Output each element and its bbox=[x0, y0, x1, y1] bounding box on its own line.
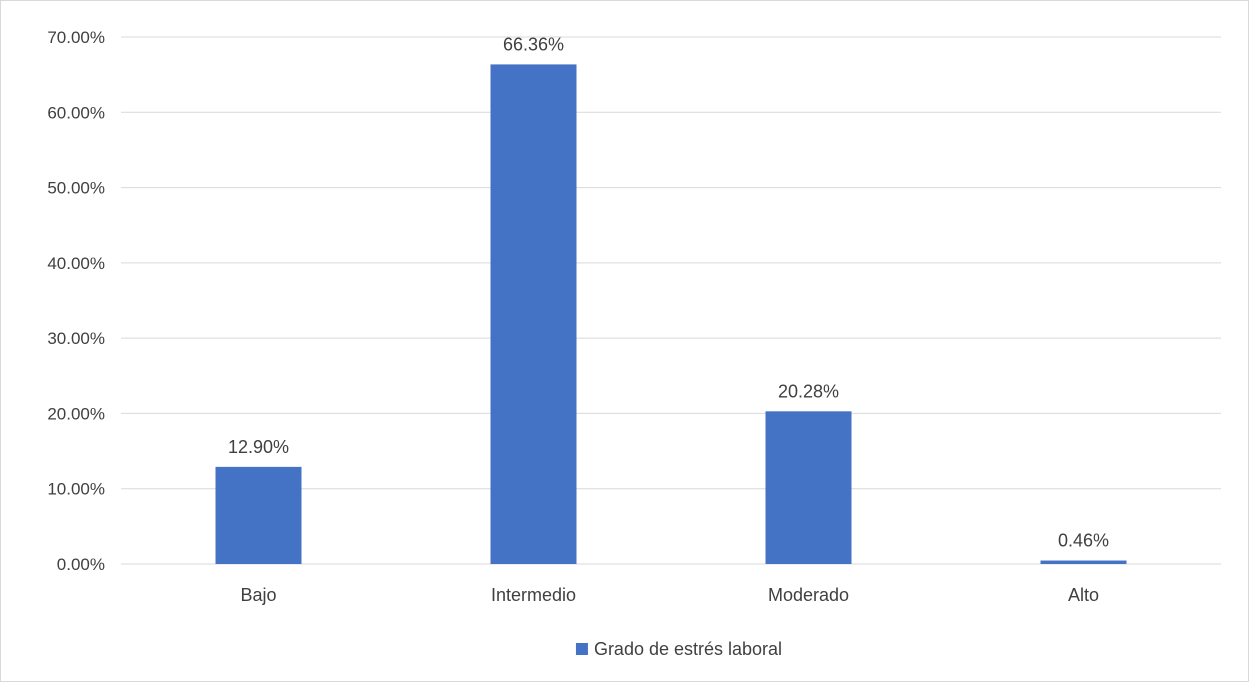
data-label-bajo: 12.90% bbox=[228, 437, 289, 457]
data-label-alto: 0.46% bbox=[1058, 531, 1109, 551]
y-axis-ticks: 0.00% 10.00% 20.00% 30.00% 40.00% 50.00% 60.00… bbox=[47, 28, 105, 574]
category-label-moderado: Moderado bbox=[768, 585, 849, 605]
legend-swatch bbox=[575, 643, 588, 655]
y-tick-label: 50.00% bbox=[47, 179, 105, 198]
category-label-intermedio: Intermedio bbox=[491, 585, 576, 605]
bar-bajo bbox=[215, 466, 302, 564]
legend-label: Grado de estrés laboral bbox=[594, 639, 782, 659]
y-tick-label: 60.00% bbox=[47, 103, 105, 122]
y-tick-label: 30.00% bbox=[47, 329, 105, 348]
y-tick-label: 0.00% bbox=[57, 555, 105, 574]
data-labels: 12.90% 66.36% 20.28% 0.46% bbox=[228, 34, 1109, 550]
bar-moderado bbox=[765, 411, 852, 564]
data-label-moderado: 20.28% bbox=[778, 381, 839, 401]
y-tick-label: 40.00% bbox=[47, 254, 105, 273]
legend: Grado de estrés laboral bbox=[575, 639, 782, 659]
category-label-bajo: Bajo bbox=[240, 585, 276, 605]
gridlines bbox=[121, 36, 1221, 565]
data-label-intermedio: 66.36% bbox=[503, 34, 564, 54]
y-tick-label: 10.00% bbox=[47, 480, 105, 499]
category-label-alto: Alto bbox=[1068, 585, 1099, 605]
bar-alto bbox=[1040, 560, 1127, 564]
x-axis-categories: Bajo Intermedio Moderado Alto bbox=[240, 585, 1099, 605]
y-tick-label: 70.00% bbox=[47, 28, 105, 47]
y-tick-label: 20.00% bbox=[47, 404, 105, 423]
bar-intermedio bbox=[490, 64, 577, 565]
bars bbox=[215, 64, 1127, 565]
